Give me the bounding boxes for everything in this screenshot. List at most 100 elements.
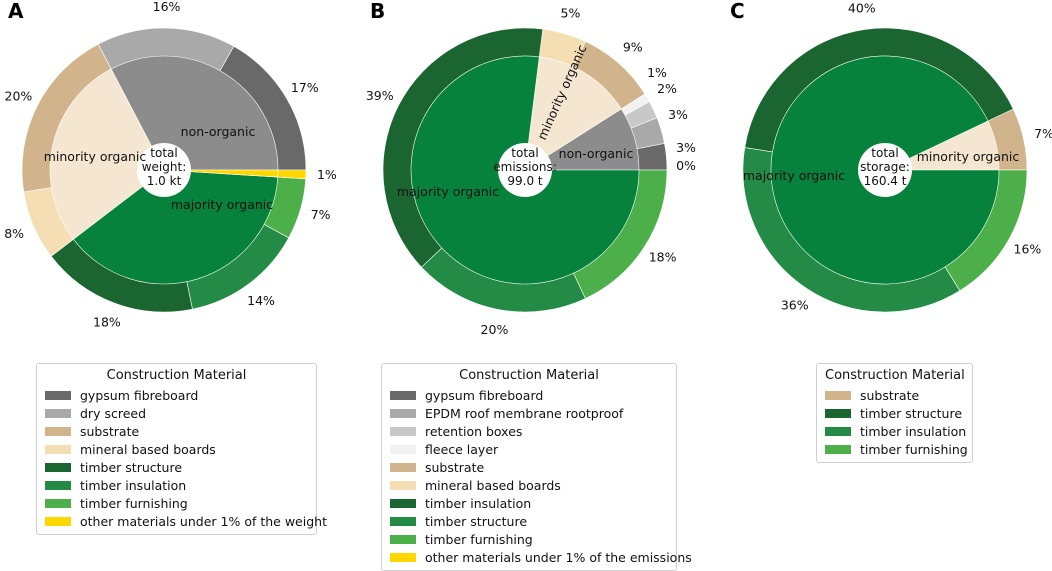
legend-item: timber insulation [45, 476, 308, 494]
pct-label-timber-structure: 18% [93, 315, 121, 330]
legend-item: gypsum fibreboard [45, 386, 308, 404]
legend-title: Construction Material [825, 368, 965, 383]
legend-title: Construction Material [106, 368, 247, 383]
inner-label-minority-organic: minority organic [917, 149, 1020, 164]
inner-slice-majority-organic [73, 169, 279, 285]
inner-slice-minority-organic [49, 68, 165, 240]
inner-slice-non-organic [110, 55, 279, 171]
legend-item: substrate [390, 458, 668, 476]
center-label-line: total [871, 146, 898, 160]
legend-label: timber structure [425, 513, 528, 529]
legend-label: substrate [860, 387, 920, 403]
pct-label-substrate: 20% [5, 89, 33, 104]
legend-label: other materials under 1% of the weight [80, 513, 327, 529]
legend-item: other materials under 1% of the weight [45, 512, 327, 530]
legend-label: timber insulation [80, 477, 187, 493]
center-label-line: total [511, 146, 538, 160]
legend-label: EPDM roof membrane rootproof [425, 405, 624, 421]
legend-item: timber structure [390, 512, 668, 530]
pct-label-other: 0% [676, 158, 696, 173]
legend-item: substrate [825, 386, 964, 404]
legend-swatch [45, 516, 71, 526]
legend-title: Construction Material [459, 368, 599, 383]
legend-swatch [390, 408, 416, 418]
legend-item: timber furnishing [45, 494, 308, 512]
legend-swatch [45, 462, 71, 472]
legend-label: fleece layer [425, 441, 499, 457]
legend-swatch [390, 480, 416, 490]
pct-label-timber-structure: 20% [481, 322, 509, 337]
legend-swatch [825, 426, 851, 436]
legend-swatch [825, 444, 851, 454]
legend-swatch [390, 390, 416, 400]
legend-label: timber structure [860, 405, 963, 421]
legend-swatch [390, 498, 416, 508]
pct-label-timber-structure: 40% [848, 1, 876, 16]
center-label-line: weight: [142, 160, 187, 174]
inner-label-minority-organic: minority organic [44, 149, 147, 164]
legend-swatch [825, 408, 851, 418]
legend-panel-a: Construction Material gypsum fibreboard dr… [36, 363, 327, 535]
legend-label: timber structure [80, 459, 183, 475]
legend-swatch [390, 534, 416, 544]
legend-panel-b: Construction Material gypsum fibreboard EP… [381, 363, 692, 571]
legend-label: retention boxes [425, 423, 523, 439]
legend-swatch [390, 444, 416, 454]
legend-label: mineral based boards [80, 441, 216, 457]
inner-label-majority-organic: majority organic [743, 168, 845, 183]
legend-swatch [45, 444, 71, 454]
pct-label-gypsum: 17% [291, 80, 319, 95]
legend-swatch [825, 390, 851, 400]
legend-swatch [45, 426, 71, 436]
legend-swatch [390, 462, 416, 472]
legend-swatch [45, 480, 71, 490]
inner-label-non-organic: non-organic [559, 146, 634, 161]
legend-item: other materials under 1% of the emission… [390, 548, 692, 566]
pct-label-timber-furnishing: 18% [649, 249, 677, 264]
legend-item: timber insulation [390, 494, 668, 512]
legend-item: fleece layer [390, 440, 668, 458]
pct-label-timber-insulation: 14% [247, 293, 275, 308]
pct-label-gypsum: 3% [676, 140, 696, 155]
legend-swatch [45, 408, 71, 418]
legend-label: timber furnishing [860, 441, 968, 457]
pct-label-timber-furnishing: 16% [1014, 241, 1042, 256]
inner-slice-minority-organic [524, 56, 622, 171]
pct-label-mineral: 5% [561, 5, 581, 20]
legend-label: timber furnishing [425, 531, 533, 547]
pct-label-retention: 2% [657, 81, 677, 96]
legend-swatch [45, 498, 71, 508]
inner-slice-other [163, 169, 279, 178]
legend-item: timber structure [825, 404, 964, 422]
legend-label: substrate [425, 459, 485, 475]
legend-label: gypsum fibreboard [425, 387, 544, 403]
legend-label: dry screed [80, 405, 147, 421]
legend-swatch [390, 426, 416, 436]
legend-item: EPDM roof membrane rootproof [390, 404, 668, 422]
center-label-line: emissions: [493, 160, 557, 174]
pct-label-timber-furnishing: 7% [311, 207, 331, 222]
pct-label-substrate: 9% [623, 40, 643, 55]
legend-swatch [45, 390, 71, 400]
legend-item: substrate [45, 422, 308, 440]
inner-label-majority-organic: majority organic [171, 197, 273, 212]
legend-swatch [390, 552, 416, 562]
legend-item: mineral based boards [390, 476, 668, 494]
center-label-line: 160.4 t [864, 174, 907, 188]
legend-label: timber insulation [425, 495, 532, 511]
inner-label-non-organic: non-organic [181, 124, 256, 139]
legend-label: mineral based boards [425, 477, 561, 493]
inner-label-majority-organic: majority organic [397, 184, 499, 199]
legend-item: dry screed [45, 404, 308, 422]
legend-label: substrate [80, 423, 140, 439]
legend-item: gypsum fibreboard [390, 386, 668, 404]
legend-item: timber furnishing [825, 440, 968, 458]
pct-label-substrate: 7% [1034, 126, 1052, 141]
legend-panel-c: Construction Material substrate timber str… [816, 363, 973, 463]
legend-item: timber structure [45, 458, 308, 476]
legend-item: retention boxes [390, 422, 668, 440]
legend-label: gypsum fibreboard [80, 387, 199, 403]
